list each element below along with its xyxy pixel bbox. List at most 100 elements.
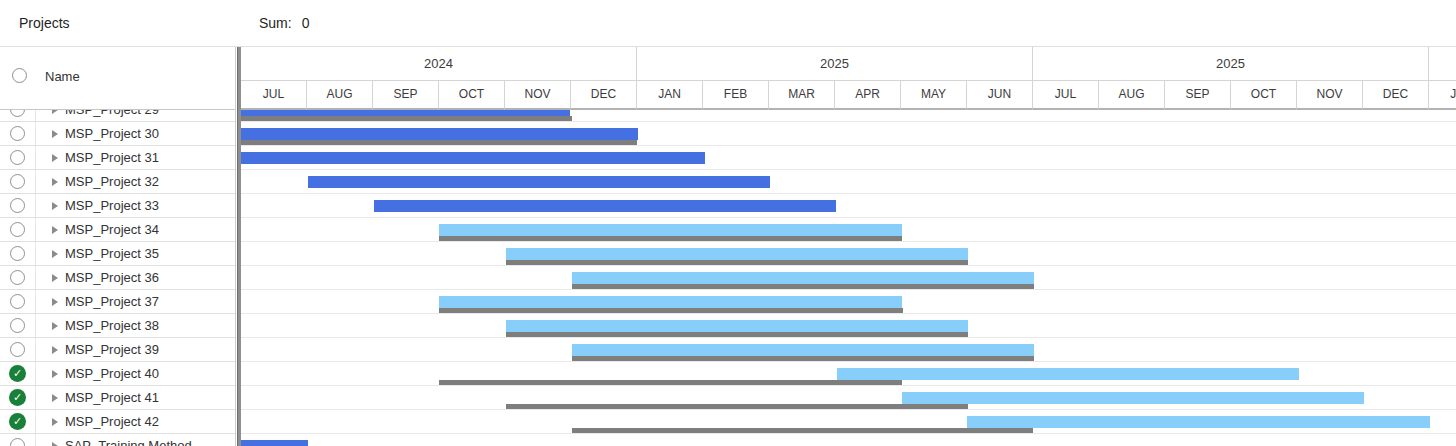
list-item[interactable]: MSP_Project 32 <box>0 170 235 194</box>
gantt-bar[interactable] <box>241 152 705 164</box>
radio-button[interactable] <box>10 126 25 141</box>
radio-button[interactable] <box>10 246 25 261</box>
gantt-bar[interactable] <box>241 440 308 446</box>
expand-arrow-icon[interactable] <box>52 130 58 138</box>
gantt-baseline-bar <box>241 116 572 121</box>
expand-arrow-icon[interactable] <box>52 370 58 378</box>
expand-arrow-icon[interactable] <box>52 322 58 330</box>
list-item[interactable]: ✓ MSP_Project 41 <box>0 386 235 410</box>
project-name: MSP_Project 36 <box>65 266 159 290</box>
list-item[interactable]: MSP_Project 39 <box>0 338 235 362</box>
radio-button[interactable] <box>10 110 25 117</box>
radio-button[interactable] <box>10 318 25 333</box>
expand-arrow-icon[interactable] <box>52 250 58 258</box>
month-header-cell: DEC <box>1363 81 1429 110</box>
project-list-header: Name <box>0 47 235 110</box>
expand-arrow-icon[interactable] <box>52 226 58 234</box>
radio-button[interactable] <box>10 342 25 357</box>
gantt-bar[interactable] <box>308 176 770 188</box>
month-header-cell: JAN <box>1429 81 1456 110</box>
gantt-bar[interactable] <box>241 128 638 140</box>
selection-cell: ✓ <box>0 410 36 433</box>
gantt-bar[interactable] <box>374 200 836 212</box>
list-item[interactable]: MSP_Project 34 <box>0 218 235 242</box>
project-name: MSP_Project 40 <box>65 362 159 386</box>
select-all-radio[interactable] <box>12 68 27 83</box>
expand-arrow-icon[interactable] <box>52 298 58 306</box>
gantt-row <box>241 386 1456 410</box>
list-item[interactable]: MSP_Project 33 <box>0 194 235 218</box>
gantt-bar[interactable] <box>572 272 1034 284</box>
list-item[interactable]: MSP_Project 36 <box>0 266 235 290</box>
gantt-row <box>241 290 1456 314</box>
project-name: SAP_Training Method <box>65 434 192 446</box>
gantt-row <box>241 338 1456 362</box>
name-column-header: Name <box>45 69 80 84</box>
list-item[interactable]: MSP_Project 37 <box>0 290 235 314</box>
gantt-bar[interactable] <box>506 248 968 260</box>
gantt-row <box>241 362 1456 386</box>
gantt-bar[interactable] <box>837 368 1299 380</box>
expand-arrow-icon[interactable] <box>52 418 58 426</box>
selection-cell <box>0 110 36 121</box>
list-item[interactable]: MSP_Project 31 <box>0 146 235 170</box>
gantt-bar[interactable] <box>439 224 902 236</box>
radio-button[interactable] <box>10 438 25 446</box>
radio-button[interactable] <box>10 198 25 213</box>
list-item[interactable]: MSP_Project 29 <box>0 110 235 122</box>
month-header-cell: FEB <box>703 81 769 110</box>
month-header-cell: NOV <box>505 81 571 110</box>
gantt-row <box>241 410 1456 434</box>
project-name: MSP_Project 31 <box>65 146 159 170</box>
radio-button[interactable] <box>10 174 25 189</box>
gantt-baseline-bar <box>241 140 637 145</box>
gantt-baseline-bar <box>572 284 1034 289</box>
radio-button[interactable] <box>10 150 25 165</box>
expand-arrow-icon[interactable] <box>52 202 58 210</box>
expand-arrow-icon[interactable] <box>52 346 58 354</box>
project-name: MSP_Project 38 <box>65 314 159 338</box>
list-item[interactable]: ✓ MSP_Project 42 <box>0 410 235 434</box>
gantt-bar[interactable] <box>439 296 902 308</box>
list-item[interactable]: MSP_Project 30 <box>0 122 235 146</box>
list-item[interactable]: MSP_Project 35 <box>0 242 235 266</box>
gantt-row <box>241 110 1456 122</box>
gantt-bar[interactable] <box>506 320 968 332</box>
project-name: MSP_Project 32 <box>65 170 159 194</box>
expand-arrow-icon[interactable] <box>52 178 58 186</box>
radio-button[interactable] <box>10 294 25 309</box>
selection-cell: ✓ <box>0 362 36 385</box>
month-header-cell: OCT <box>439 81 505 110</box>
month-header-cell: SEP <box>1165 81 1231 110</box>
month-header-cell: NOV <box>1297 81 1363 110</box>
list-item[interactable]: ✓ MSP_Project 40 <box>0 362 235 386</box>
month-header-cell: AUG <box>307 81 373 110</box>
radio-button[interactable] <box>10 270 25 285</box>
gantt-baseline-bar <box>439 380 902 385</box>
project-name: MSP_Project 41 <box>65 386 159 410</box>
expand-arrow-icon[interactable] <box>52 274 58 282</box>
gantt-bar[interactable] <box>902 392 1364 404</box>
expand-arrow-icon[interactable] <box>52 154 58 162</box>
project-name: MSP_Project 37 <box>65 290 159 314</box>
expand-arrow-icon[interactable] <box>52 442 58 446</box>
selection-cell <box>0 266 36 289</box>
status-check-icon[interactable]: ✓ <box>9 389 26 406</box>
gantt-baseline-bar <box>506 404 968 409</box>
gantt-bar[interactable] <box>967 416 1430 428</box>
list-item[interactable]: MSP_Project 38 <box>0 314 235 338</box>
expand-arrow-icon[interactable] <box>52 394 58 402</box>
selection-cell <box>0 434 36 446</box>
radio-button[interactable] <box>10 222 25 237</box>
gantt-row <box>241 170 1456 194</box>
month-header-cell: JUN <box>967 81 1033 110</box>
project-name: MSP_Project 42 <box>65 410 159 434</box>
gantt-bar[interactable] <box>572 344 1034 356</box>
expand-arrow-icon[interactable] <box>52 110 58 114</box>
selection-cell <box>0 122 36 145</box>
selection-cell: ✓ <box>0 386 36 409</box>
page-title: Projects <box>19 0 70 46</box>
status-check-icon[interactable]: ✓ <box>9 365 26 382</box>
status-check-icon[interactable]: ✓ <box>9 413 26 430</box>
list-item[interactable]: SAP_Training Method <box>0 434 235 446</box>
